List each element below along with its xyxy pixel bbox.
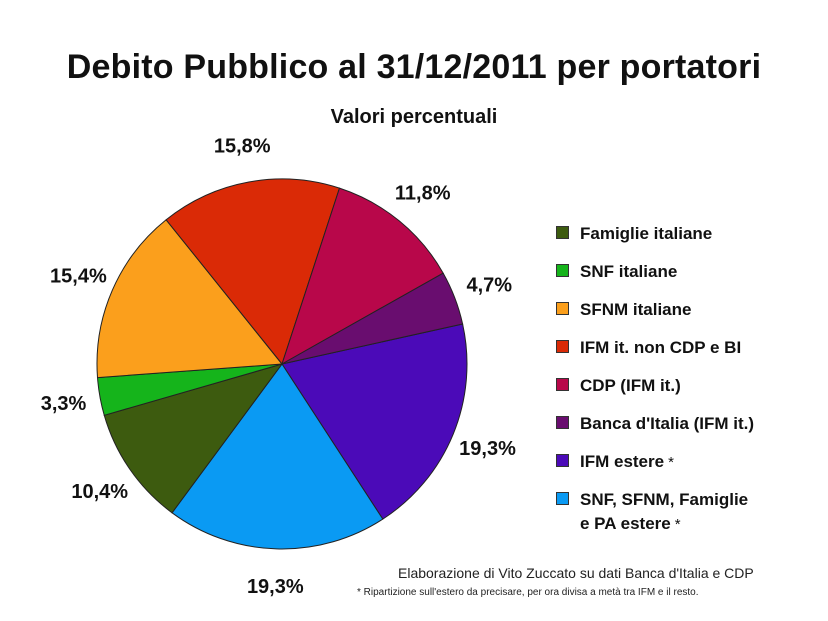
pie-slice-7 [281,272,464,365]
legend-label-0: Famiglie italiane [580,224,713,243]
pie-slice-0 [281,323,468,520]
legend-label-1: SNF italiane [580,262,678,281]
pie-slice-2 [103,363,284,514]
pie-slice-6 [281,187,444,366]
legend-swatch-4 [556,378,569,391]
legend-label-2: SFNM italiane [580,300,692,319]
slice-label-3: 3,3% [41,393,87,415]
slice-label-2: 10,4% [71,481,128,503]
slice-label-7: 4,7% [467,275,513,297]
legend-swatch-3 [556,340,569,353]
legend-swatch-1 [556,264,569,277]
chart-title: Debito Pubblico al 31/12/2011 per portat… [66,48,762,86]
legend-label-5: Banca d'Italia (IFM it.) [580,414,755,433]
legend-swatch-7 [556,492,569,505]
credit-text: Elaborazione di Vito Zuccato su dati Ban… [398,565,754,581]
legend-asterisk-7: * [674,516,681,533]
slice-label-6: 11,8% [395,182,451,204]
legend-asterisk-6: * [668,454,674,471]
legend-swatch-0 [556,226,569,239]
legend-label-3: IFM it. non CDP e BI [580,338,742,357]
pie-slice-5 [165,178,341,366]
slice-label-4: 15,4% [50,266,107,288]
legend-swatch-6 [556,454,569,467]
legend-label-7: SNF, SFNM, Famiglie e PA estere * [580,490,749,533]
slice-label-1: 19,3% [247,576,304,598]
slice-label-5: 15,8% [214,136,271,158]
legend-label-6: IFM estere * [580,452,674,471]
legend-swatch-2 [556,302,569,315]
legend-swatch-5 [556,416,569,429]
chart-subtitle: Valori percentuali [330,106,498,128]
footnote-text: * Ripartizione sull'estero da precisare,… [357,587,699,598]
legend-label-4: CDP (IFM it.) [580,376,681,395]
slice-label-0: 19,3% [459,438,516,460]
pie-slice-1 [171,363,384,550]
pie-slice-4 [96,219,283,379]
